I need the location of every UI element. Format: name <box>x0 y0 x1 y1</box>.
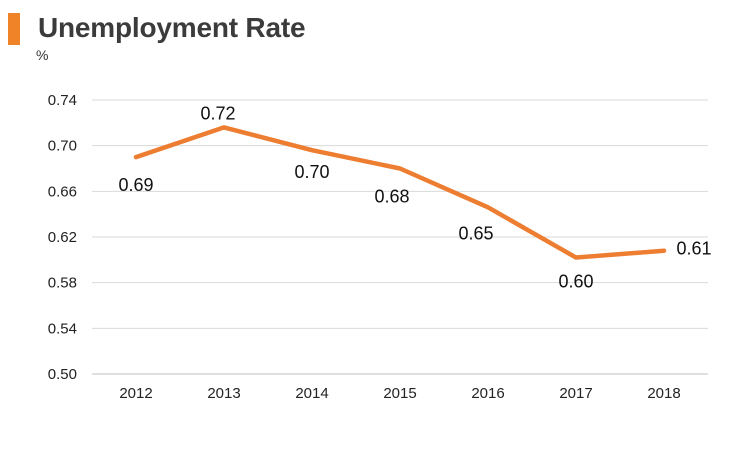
data-label: 0.60 <box>558 272 593 292</box>
data-label: 0.68 <box>374 187 409 207</box>
series-layer <box>133 125 667 260</box>
y-tick-label: 0.54 <box>48 320 77 337</box>
y-tick-label: 0.58 <box>48 275 77 292</box>
x-tick-label: 2013 <box>207 385 240 402</box>
data-label: 0.61 <box>676 239 711 259</box>
x-tick-label: 2017 <box>559 385 592 402</box>
data-labels: 0.69 0.72 0.70 0.68 0.65 0.60 0.61 <box>118 103 711 291</box>
x-tick-label: 2018 <box>647 385 680 402</box>
y-tick-label: 0.66 <box>48 183 77 200</box>
y-tick-label: 0.70 <box>48 138 77 155</box>
y-tick-label: 0.74 <box>48 92 77 109</box>
y-axis-ticks: 0.50 0.54 0.58 0.62 0.66 0.70 0.74 <box>48 92 77 383</box>
x-tick-label: 2012 <box>119 385 152 402</box>
data-label: 0.72 <box>200 103 235 123</box>
gridlines <box>92 99 708 375</box>
x-tick-label: 2015 <box>383 385 416 402</box>
data-label: 0.70 <box>294 162 329 182</box>
data-label: 0.69 <box>118 175 153 195</box>
x-axis-ticks: 2012 2013 2014 2015 2016 2017 2018 <box>119 385 680 402</box>
chart-title: Unemployment Rate <box>38 12 306 43</box>
unit-label: % <box>36 47 49 63</box>
x-tick-label: 2014 <box>295 385 328 402</box>
y-tick-label: 0.50 <box>48 366 77 383</box>
data-label: 0.65 <box>458 223 493 243</box>
title-accent-bar <box>8 13 20 45</box>
x-tick-label: 2016 <box>471 385 504 402</box>
y-tick-label: 0.62 <box>48 229 77 246</box>
